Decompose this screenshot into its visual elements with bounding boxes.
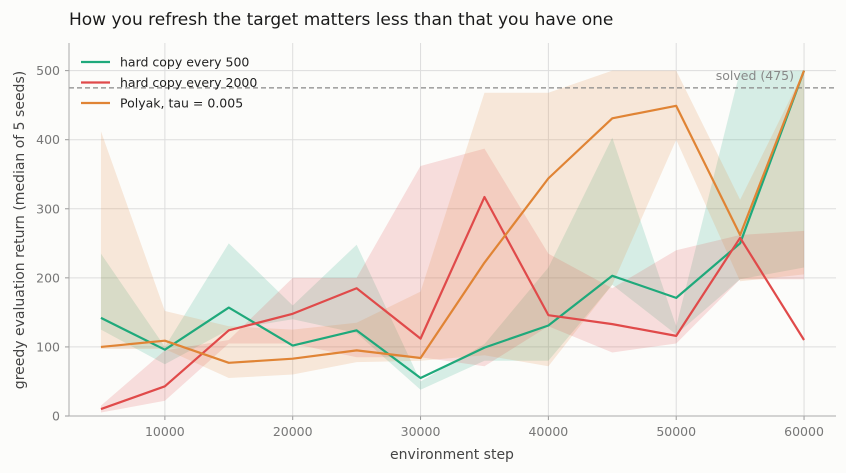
y-tick-label: 500 bbox=[36, 63, 60, 78]
x-axis-label: environment step bbox=[390, 447, 514, 463]
line-series-1 bbox=[100, 195, 805, 411]
y-tick-label: 400 bbox=[36, 132, 60, 147]
y-tick-labels: 0 100 200 300 400 500 bbox=[36, 63, 60, 423]
chart-title: How you refresh the target matters less … bbox=[69, 10, 613, 30]
x-tick-labels: 10000 20000 30000 40000 50000 60000 bbox=[145, 424, 824, 439]
legend-label: Polyak, tau = 0.005 bbox=[120, 96, 243, 111]
legend-label: hard copy every 2000 bbox=[120, 75, 257, 90]
series-lines bbox=[100, 70, 806, 411]
x-tick-label: 30000 bbox=[401, 424, 441, 439]
band-series-2 bbox=[100, 70, 805, 379]
confidence-bands bbox=[100, 70, 805, 413]
solved-label: solved (475) bbox=[716, 68, 794, 83]
y-tick-label: 0 bbox=[52, 409, 60, 424]
band-series-0 bbox=[100, 70, 805, 390]
line-series-0 bbox=[100, 70, 806, 380]
legend: hard copy every 500 hard copy every 2000 P… bbox=[81, 55, 257, 111]
x-tick-label: 20000 bbox=[273, 424, 313, 439]
y-tick-label: 200 bbox=[36, 270, 60, 285]
band-series-1 bbox=[100, 148, 805, 413]
axes bbox=[65, 43, 836, 420]
line-series-2 bbox=[100, 70, 806, 364]
y-tick-label: 300 bbox=[36, 201, 60, 216]
legend-label: hard copy every 500 bbox=[120, 55, 249, 70]
y-tick-label: 100 bbox=[36, 339, 60, 354]
reference-line-group: solved (475) bbox=[69, 68, 836, 89]
x-tick-label: 10000 bbox=[145, 424, 185, 439]
x-tick-label: 50000 bbox=[656, 424, 696, 439]
y-axis-label: greedy evaluation return (median of 5 se… bbox=[12, 71, 28, 389]
x-tick-label: 60000 bbox=[784, 424, 824, 439]
x-tick-label: 40000 bbox=[528, 424, 568, 439]
